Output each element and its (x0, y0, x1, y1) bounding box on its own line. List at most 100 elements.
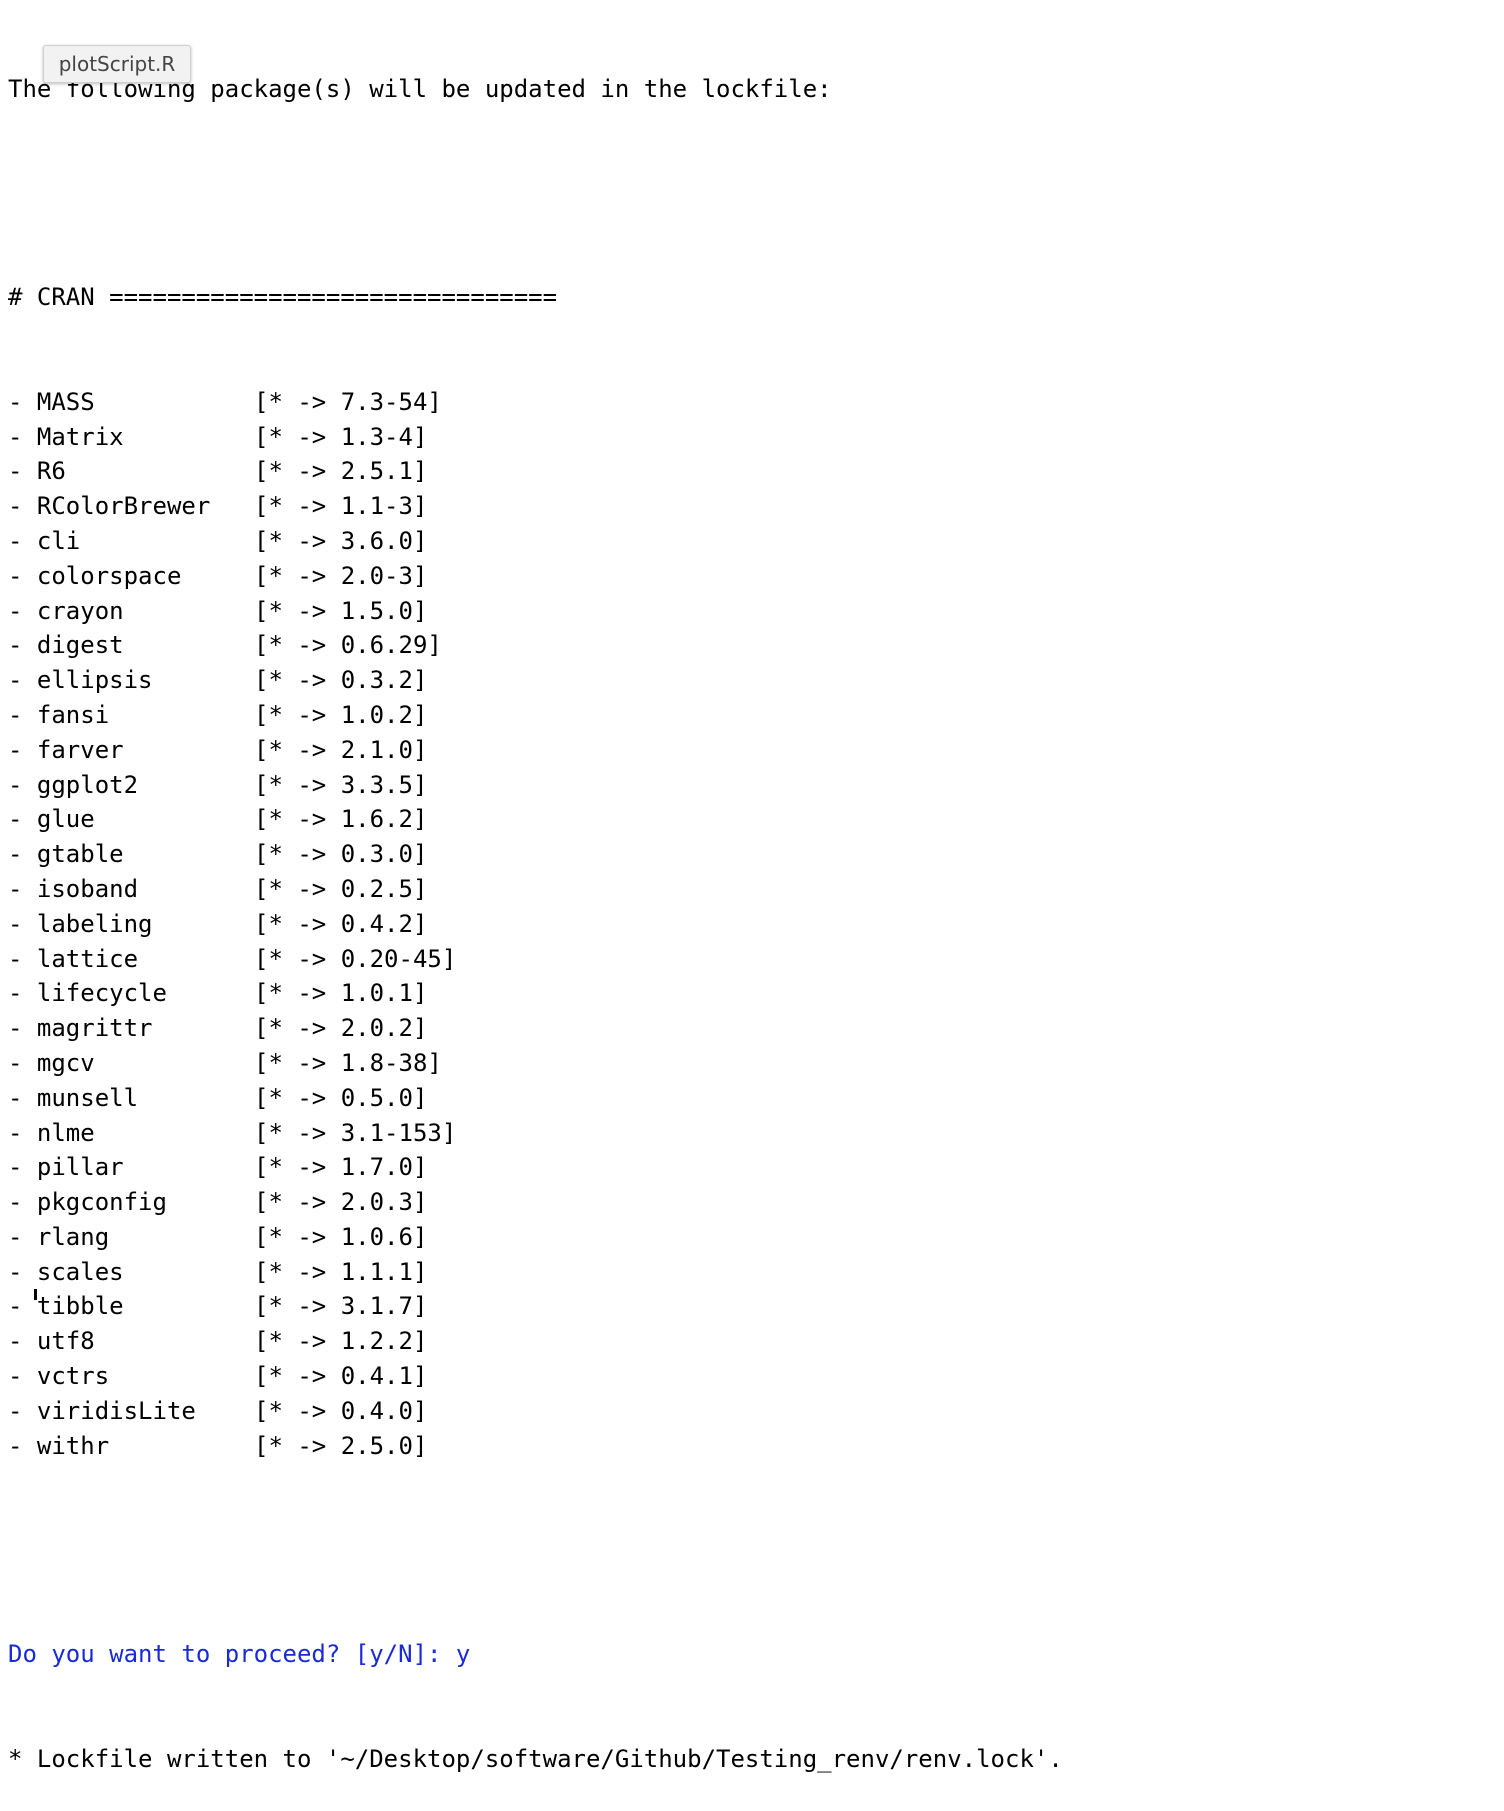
package-name: - viridisLite (8, 1396, 196, 1425)
package-version: [* -> 0.20-45] (254, 944, 457, 973)
package-version: [* -> 3.1.7] (254, 1292, 428, 1321)
package-version: [* -> 0.2.5] (254, 874, 428, 903)
package-version: [* -> 0.3.0] (254, 840, 428, 869)
package-version: [* -> 1.8-38] (254, 1048, 442, 1077)
package-row: - farver [* -> 2.1.0] (8, 733, 1063, 768)
package-name: - tibble (8, 1292, 124, 1321)
package-name: - colorspace (8, 561, 182, 590)
blank-line (8, 1533, 1063, 1568)
package-name: - vctrs (8, 1362, 110, 1391)
package-version: [* -> 1.6.2] (254, 805, 428, 834)
package-row: - vctrs [* -> 0.4.1] (8, 1359, 1063, 1394)
package-version: [* -> 2.5.0] (254, 1431, 428, 1460)
package-version: [* -> 1.3-4] (254, 422, 428, 451)
package-name: - rlang (8, 1222, 110, 1251)
package-version: [* -> 0.5.0] (254, 1083, 428, 1112)
package-row: - viridisLite [* -> 0.4.0] (8, 1394, 1063, 1429)
package-version: [* -> 0.4.2] (254, 909, 428, 938)
package-name: - mgcv (8, 1048, 95, 1077)
package-name: - labeling (8, 909, 153, 938)
package-row: - munsell [* -> 0.5.0] (8, 1081, 1063, 1116)
package-name: - MASS (8, 387, 95, 416)
package-row: - rlang [* -> 1.0.6] (8, 1220, 1063, 1255)
package-version: [* -> 3.1-153] (254, 1118, 457, 1147)
package-version: [* -> 1.2.2] (254, 1327, 428, 1356)
package-name: - ggplot2 (8, 770, 139, 799)
package-row: - colorspace [* -> 2.0-3] (8, 559, 1063, 594)
package-name: - pkgconfig (8, 1188, 167, 1217)
package-row: - RColorBrewer [* -> 1.1-3] (8, 489, 1063, 524)
package-row: - lifecycle [* -> 1.0.1] (8, 976, 1063, 1011)
package-name: - nlme (8, 1118, 95, 1147)
package-version: [* -> 1.7.0] (254, 1153, 428, 1182)
package-name: - lifecycle (8, 979, 167, 1008)
package-row: - scales [* -> 1.1.1] (8, 1255, 1063, 1290)
package-name: - isoband (8, 874, 139, 903)
package-row: - nlme [* -> 3.1-153] (8, 1116, 1063, 1151)
package-version: [* -> 2.1.0] (254, 735, 428, 764)
package-name: - RColorBrewer (8, 492, 211, 521)
package-row: - magrittr [* -> 2.0.2] (8, 1011, 1063, 1046)
package-row: - tibble [* -> 3.1.7] (8, 1289, 1063, 1324)
package-version: [* -> 1.5.0] (254, 596, 428, 625)
package-row: - utf8 [* -> 1.2.2] (8, 1324, 1063, 1359)
package-version: [* -> 0.6.29] (254, 631, 442, 660)
package-row: - R6 [* -> 2.5.1] (8, 454, 1063, 489)
package-name: - farver (8, 735, 124, 764)
package-name: - Matrix (8, 422, 124, 451)
package-version: [* -> 2.0-3] (254, 561, 428, 590)
package-name: - fansi (8, 700, 110, 729)
package-name: - munsell (8, 1083, 139, 1112)
package-row: - lattice [* -> 0.20-45] (8, 942, 1063, 977)
package-row: - Matrix [* -> 1.3-4] (8, 420, 1063, 455)
package-name: - ellipsis (8, 666, 153, 695)
package-version: [* -> 0.3.2] (254, 666, 428, 695)
package-version: [* -> 0.4.1] (254, 1362, 428, 1391)
package-name: - digest (8, 631, 124, 660)
package-row: - mgcv [* -> 1.8-38] (8, 1046, 1063, 1081)
package-version: [* -> 3.6.0] (254, 526, 428, 555)
package-version: [* -> 1.0.6] (254, 1222, 428, 1251)
package-row: - gtable [* -> 0.3.0] (8, 837, 1063, 872)
console-output: The following package(s) will be updated… (8, 2, 1063, 1811)
package-version: [* -> 2.5.1] (254, 457, 428, 486)
package-version: [* -> 1.1.1] (254, 1257, 428, 1286)
package-row: - isoband [* -> 0.2.5] (8, 872, 1063, 907)
package-version: [* -> 7.3-54] (254, 387, 442, 416)
lockfile-result-line: * Lockfile written to '~/Desktop/softwar… (8, 1744, 1063, 1773)
package-row: - MASS [* -> 7.3-54] (8, 385, 1063, 420)
package-row: - crayon [* -> 1.5.0] (8, 594, 1063, 629)
package-row: - pkgconfig [* -> 2.0.3] (8, 1185, 1063, 1220)
file-tab-tooltip: plotScript.R (43, 45, 191, 83)
package-version: [* -> 1.0.1] (254, 979, 428, 1008)
package-row: - glue [* -> 1.6.2] (8, 802, 1063, 837)
package-version: [* -> 0.4.0] (254, 1396, 428, 1425)
package-row: - pillar [* -> 1.7.0] (8, 1150, 1063, 1185)
package-name: - pillar (8, 1153, 124, 1182)
package-version: [* -> 1.0.2] (254, 700, 428, 729)
package-row: - digest [* -> 0.6.29] (8, 628, 1063, 663)
package-list: - MASS [* -> 7.3-54] - Matrix [* -> 1.3-4] -… (8, 385, 1063, 1464)
package-row: - ggplot2 [* -> 3.3.5] (8, 768, 1063, 803)
package-row: - labeling [* -> 0.4.2] (8, 907, 1063, 942)
package-name: - cli (8, 526, 81, 555)
package-version: [* -> 2.0.2] (254, 1014, 428, 1043)
blank-line (8, 176, 1063, 211)
package-row: - fansi [* -> 1.0.2] (8, 698, 1063, 733)
package-row: - ellipsis [* -> 0.3.2] (8, 663, 1063, 698)
package-name: - glue (8, 805, 95, 834)
package-name: - magrittr (8, 1014, 153, 1043)
package-version: [* -> 1.1-3] (254, 492, 428, 521)
package-name: - gtable (8, 840, 124, 869)
package-row: - withr [* -> 2.5.0] (8, 1429, 1063, 1464)
package-name: - R6 (8, 457, 66, 486)
package-name: - withr (8, 1431, 110, 1460)
package-name: - scales (8, 1257, 124, 1286)
section-header: # CRAN =============================== (8, 283, 558, 312)
package-version: [* -> 2.0.3] (254, 1188, 428, 1217)
package-version: [* -> 3.3.5] (254, 770, 428, 799)
text-cursor[interactable] (34, 1289, 37, 1300)
package-name: - utf8 (8, 1327, 95, 1356)
proceed-prompt: Do you want to proceed? [y/N]: y (8, 1640, 471, 1669)
package-name: - crayon (8, 596, 124, 625)
